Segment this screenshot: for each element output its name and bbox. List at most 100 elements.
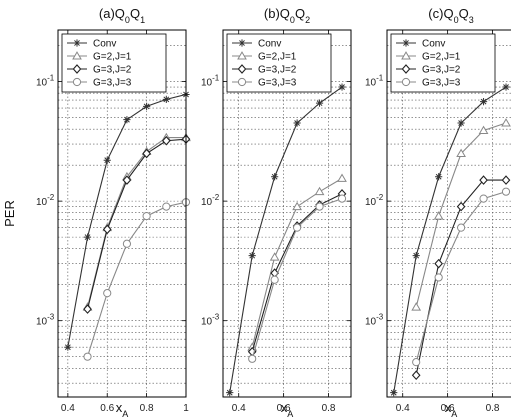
data-point xyxy=(162,95,170,103)
data-point xyxy=(315,202,324,211)
data-point xyxy=(412,358,421,367)
plot-frame xyxy=(222,29,352,398)
legend-marker xyxy=(72,51,82,60)
panel-title: (a)Q0Q1 xyxy=(99,6,145,25)
legend-label: G=3,J=2 xyxy=(422,65,461,76)
legend-label: Conv xyxy=(422,39,445,50)
series-G=3,J=2 xyxy=(411,175,511,381)
data-point xyxy=(390,389,398,397)
data-point xyxy=(293,119,301,127)
data-point xyxy=(457,119,465,127)
data-point xyxy=(435,173,443,181)
data-point xyxy=(123,116,131,124)
data-point xyxy=(292,201,302,211)
data-point xyxy=(270,275,279,284)
series-line xyxy=(229,86,343,393)
x-tick-label: 0.4 xyxy=(232,403,246,414)
data-point xyxy=(122,239,132,248)
y-tick-label: 10-2 xyxy=(365,193,384,208)
data-point xyxy=(456,148,466,158)
y-tick-label: 10-1 xyxy=(36,74,55,89)
legend-label: G=2,J=1 xyxy=(93,52,132,63)
y-tick-label: 10-2 xyxy=(201,193,220,208)
chart-panel-3: Conv G=2,J=1 G=3,J=2 G=3,J=3 0.4 0.6 0.8 10-3 10… xyxy=(365,6,511,419)
x-axis-label: xA xyxy=(116,400,129,419)
x-tick-label: 0.8 xyxy=(140,403,154,414)
legend-label: G=3,J=3 xyxy=(258,78,297,89)
series-G=3,J=3 xyxy=(83,198,191,361)
data-point xyxy=(478,125,489,134)
x-tick-label: 0.4 xyxy=(61,403,75,414)
x-tick-label: 1 xyxy=(183,403,189,414)
data-point xyxy=(103,289,112,298)
panel-title: (c)Q0Q3 xyxy=(428,6,473,25)
data-point xyxy=(337,194,347,203)
data-point xyxy=(83,304,92,314)
data-point xyxy=(162,202,171,211)
legend-marker xyxy=(401,64,411,74)
legend: Conv G=2,J=1 G=3,J=2 G=3,J=3 xyxy=(226,33,332,93)
x-tick-label: 0.6 xyxy=(277,403,291,414)
x-tick-label: 0.8 xyxy=(486,403,500,414)
x-tick-label: 0.6 xyxy=(100,403,114,414)
y-tick-label: 10-3 xyxy=(365,313,384,328)
data-point xyxy=(142,148,151,159)
plot-frame xyxy=(57,29,187,398)
data-point xyxy=(143,102,151,110)
legend: Conv G=2,J=1 G=3,J=2 G=3,J=3 xyxy=(61,33,167,93)
series-G=2,J=1 xyxy=(411,118,511,311)
data-point xyxy=(102,224,112,235)
legend-label: G=3,J=3 xyxy=(422,78,461,89)
series-Conv xyxy=(390,83,510,397)
data-point xyxy=(122,175,132,185)
data-point xyxy=(412,252,420,260)
data-point xyxy=(64,343,72,351)
legend-label: G=3,J=3 xyxy=(93,78,132,89)
series-G=3,J=3 xyxy=(248,194,347,363)
data-point xyxy=(411,302,422,311)
legend-label: G=2,J=1 xyxy=(422,52,461,63)
legend-marker xyxy=(401,51,411,60)
legend-label: Conv xyxy=(93,39,116,50)
grid xyxy=(58,30,187,397)
data-point xyxy=(434,258,443,269)
y-tick-label: 10-3 xyxy=(36,313,55,328)
data-point xyxy=(314,186,325,196)
data-point xyxy=(142,211,151,221)
data-point xyxy=(502,83,510,91)
series-Conv xyxy=(226,83,346,397)
x-axis-label: xA xyxy=(281,400,294,419)
legend-label: Conv xyxy=(258,39,281,50)
data-point xyxy=(338,83,346,91)
data-point xyxy=(293,223,302,232)
legend-marker xyxy=(72,77,82,87)
legend-marker xyxy=(73,39,81,47)
data-point xyxy=(411,370,421,381)
data-point xyxy=(248,252,256,260)
legend-label: G=2,J=1 xyxy=(258,52,297,63)
data-point xyxy=(248,354,257,363)
chart-panel-2: Conv G=2,J=1 G=3,J=2 G=3,J=3 0.4 0.6 0.8 10-3 10… xyxy=(201,6,352,419)
chart-panel-1: Conv G=2,J=1 G=3,J=2 G=3,J=3 0.4 0.6 0.8 1 10-3 1… xyxy=(2,6,191,419)
data-point xyxy=(271,173,279,181)
y-tick-label: 10-3 xyxy=(201,313,220,328)
data-point xyxy=(457,223,466,232)
data-point xyxy=(315,99,324,107)
data-point xyxy=(226,389,234,397)
data-point xyxy=(479,175,488,185)
y-tick-label: 10-1 xyxy=(201,74,220,89)
data-point xyxy=(456,201,466,212)
data-point xyxy=(479,194,488,203)
series-G=3,J=3 xyxy=(412,187,511,367)
data-point xyxy=(501,175,511,185)
data-point xyxy=(433,211,444,220)
plot-frame xyxy=(386,29,511,398)
data-point xyxy=(337,173,347,182)
data-point xyxy=(269,252,280,261)
x-tick-label: 0.4 xyxy=(396,403,410,414)
legend-label: G=3,J=2 xyxy=(93,65,132,76)
data-point xyxy=(501,118,511,127)
panel-title: (b)Q0Q2 xyxy=(264,6,310,25)
y-axis-label: PER xyxy=(2,200,17,227)
